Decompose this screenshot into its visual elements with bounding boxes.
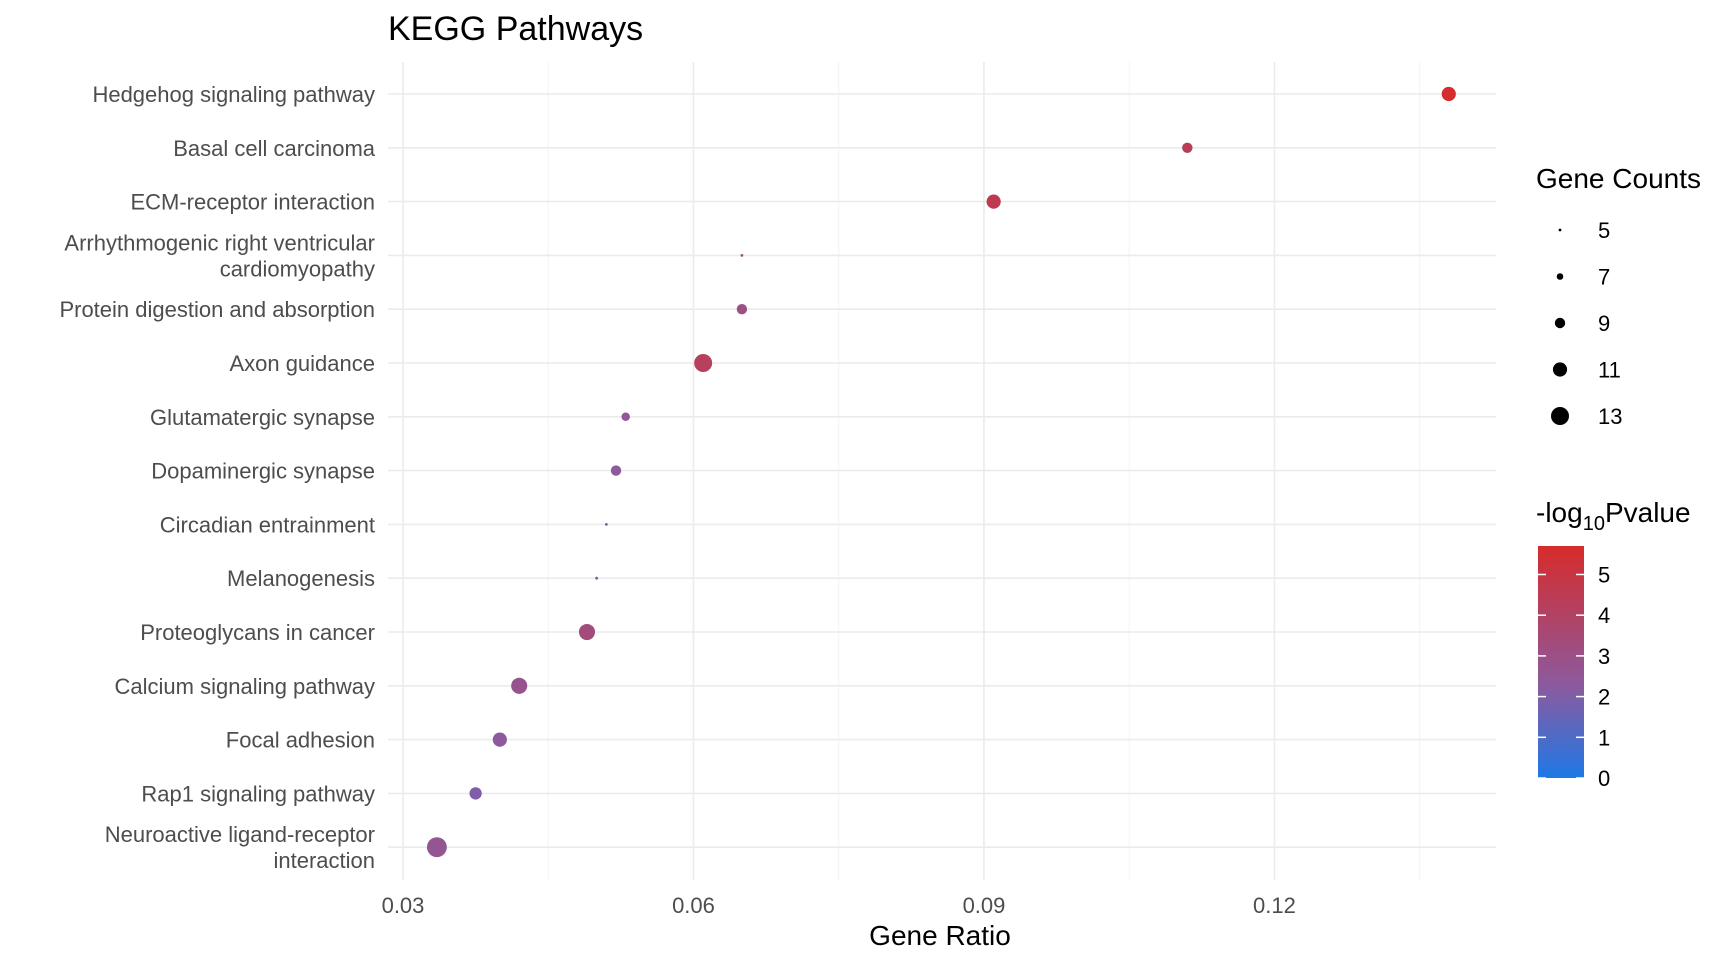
colorbar-tick-label: 3 [1598, 644, 1610, 669]
data-point [1441, 86, 1456, 102]
x-tick-label: 0.12 [1253, 893, 1296, 918]
y-tick-label: ECM-receptor interaction [130, 190, 375, 215]
size-legend-key [1558, 228, 1562, 232]
data-point [621, 412, 630, 422]
color-legend-title-main: -log [1536, 497, 1583, 528]
y-tick-label: Neuroactive ligand-receptor [105, 822, 375, 847]
colorbar-tick-label: 0 [1598, 766, 1610, 791]
color-legend: -log10Pvalue 0 1 2 3 4 5 [1536, 497, 1691, 791]
plot-grid [388, 62, 1496, 880]
data-points [426, 86, 1456, 858]
data-point [736, 304, 748, 315]
y-tick-label: Axon guidance [229, 351, 375, 376]
color-legend-title-sub: 10 [1583, 513, 1605, 535]
y-tick-label: Dopaminergic synapse [151, 459, 375, 484]
data-point [595, 576, 599, 580]
color-legend-title-end: Pvalue [1605, 497, 1691, 528]
colorbar-tick-label: 5 [1598, 562, 1610, 587]
size-legend-key [1551, 407, 1569, 425]
size-legend-label: 11 [1598, 358, 1621, 383]
size-legend-key [1556, 273, 1564, 280]
y-tick-label: Glutamatergic synapse [150, 405, 375, 430]
chart-title: KEGG Pathways [388, 10, 643, 48]
y-tick-label: Rap1 signaling pathway [141, 781, 375, 806]
data-point [610, 465, 622, 476]
colorbar [1538, 546, 1584, 778]
y-tick-label: Focal adhesion [226, 728, 375, 753]
color-legend-title: -log10Pvalue [1536, 497, 1691, 535]
y-tick-label: Hedgehog signaling pathway [92, 82, 375, 107]
y-tick-label: Basal cell carcinoma [173, 136, 376, 161]
data-point [604, 523, 608, 526]
y-tick-label: Melanogenesis [227, 566, 375, 591]
colorbar-tick-label: 2 [1598, 685, 1610, 710]
size-legend-title: Gene Counts [1536, 163, 1701, 194]
data-point [986, 194, 1001, 209]
data-point [469, 787, 482, 800]
data-point [492, 732, 507, 747]
colorbar-tick-label: 1 [1598, 725, 1610, 750]
y-tick-label: Arrhythmogenic right ventricular [64, 230, 375, 255]
size-legend-key [1554, 317, 1566, 329]
x-tick-label: 0.09 [963, 893, 1006, 918]
size-legend-label: 5 [1598, 218, 1610, 243]
size-legend-label: 7 [1598, 265, 1610, 290]
size-legend-label: 13 [1598, 404, 1622, 429]
data-point [578, 623, 596, 641]
colorbar-tick-label: 4 [1598, 603, 1610, 628]
data-point [694, 354, 713, 372]
data-point [1182, 142, 1193, 153]
data-point [740, 254, 744, 257]
data-point [511, 677, 528, 694]
size-legend-key [1552, 362, 1568, 377]
x-tick-label: 0.03 [382, 893, 425, 918]
x-tick-labels: 0.03 0.06 0.09 0.12 [382, 893, 1296, 918]
y-tick-labels: Hedgehog signaling pathway Basal cell car… [59, 82, 375, 873]
y-tick-label: Circadian entrainment [160, 512, 375, 537]
y-tick-label: Calcium signaling pathway [115, 674, 375, 699]
x-axis-label: Gene Ratio [869, 920, 1011, 951]
size-legend: Gene Counts 5 7 9 11 13 [1536, 163, 1701, 429]
size-legend-label: 9 [1598, 311, 1610, 336]
x-tick-label: 0.06 [672, 893, 715, 918]
y-tick-label: Proteoglycans in cancer [140, 620, 375, 645]
y-tick-label: cardiomyopathy [220, 256, 375, 281]
y-tick-label: Protein digestion and absorption [59, 297, 375, 322]
y-tick-label: interaction [273, 848, 375, 873]
data-point [426, 837, 447, 858]
